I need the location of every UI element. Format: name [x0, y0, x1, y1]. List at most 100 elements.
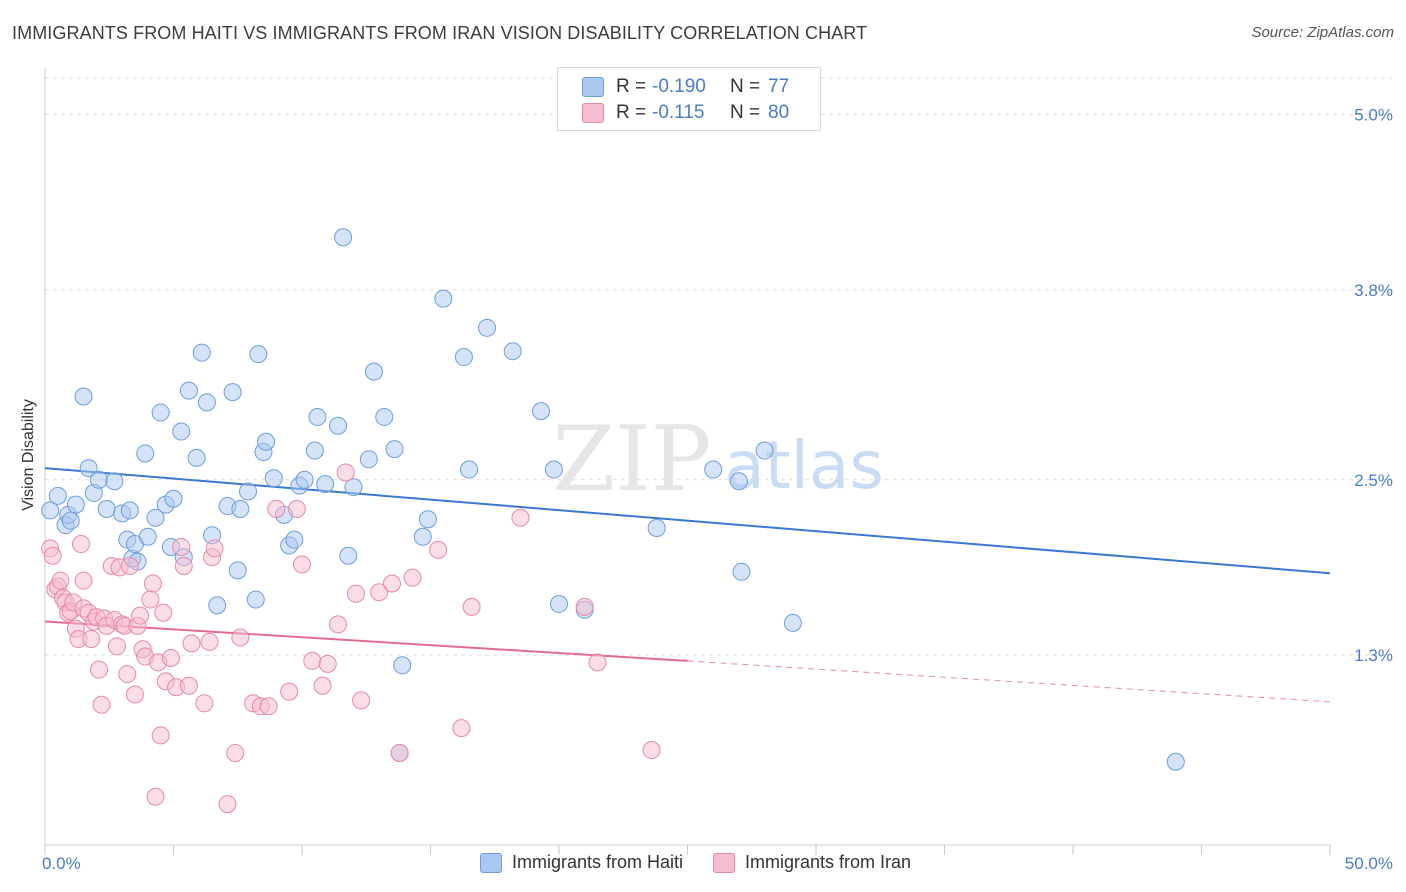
- point-iran: [131, 606, 150, 625]
- point-haiti: [704, 460, 723, 479]
- chart-title: IMMIGRANTS FROM HAITI VS IMMIGRANTS FROM…: [12, 23, 868, 43]
- point-haiti: [146, 508, 165, 527]
- point-haiti: [136, 444, 155, 463]
- point-haiti: [375, 407, 394, 426]
- point-iran: [293, 555, 311, 574]
- point-haiti: [231, 499, 250, 518]
- trend-line-haiti: [44, 467, 1331, 575]
- legend-item-haiti[interactable]: Immigrants from Haiti: [480, 852, 683, 873]
- point-iran: [51, 571, 70, 590]
- point-iran: [71, 535, 90, 554]
- point-haiti: [164, 489, 183, 508]
- point-haiti: [105, 472, 124, 491]
- watermark-zip: ZIP: [553, 407, 712, 512]
- point-haiti: [1166, 752, 1185, 771]
- point-haiti: [179, 381, 198, 400]
- point-iran: [92, 695, 111, 714]
- point-haiti: [359, 450, 378, 469]
- data-points: [41, 228, 1185, 814]
- point-iran: [82, 630, 101, 649]
- point-haiti: [74, 387, 93, 406]
- point-haiti: [305, 441, 324, 460]
- point-haiti: [223, 383, 242, 402]
- point-haiti: [79, 459, 98, 478]
- point-haiti: [120, 501, 139, 520]
- point-haiti: [334, 228, 353, 247]
- point-haiti: [89, 470, 108, 489]
- legend-n-label: N =: [730, 102, 761, 123]
- point-iran: [161, 648, 180, 667]
- point-haiti: [364, 362, 383, 381]
- point-iran: [182, 634, 201, 653]
- point-iran: [154, 603, 173, 622]
- point-iran: [146, 787, 165, 806]
- point-haiti: [418, 510, 437, 529]
- point-iran: [588, 653, 607, 672]
- point-haiti: [239, 482, 258, 501]
- point-haiti: [434, 289, 453, 308]
- legend-r-label: R =: [616, 76, 647, 97]
- point-iran: [120, 556, 139, 575]
- point-iran: [226, 743, 245, 762]
- point-haiti: [308, 407, 327, 426]
- stats-legend: R = -0.190 N = 77 R = -0.115 N = 80: [557, 67, 821, 131]
- x-tick-label-max: 50.0%: [1345, 854, 1393, 873]
- point-iran: [280, 682, 299, 701]
- y-axis-label: Vision Disability: [20, 399, 37, 511]
- point-haiti: [138, 527, 157, 546]
- legend-n-value-iran: 80: [768, 102, 790, 123]
- point-haiti: [48, 486, 67, 505]
- point-haiti: [550, 594, 568, 613]
- point-iran: [174, 556, 193, 575]
- point-haiti: [208, 596, 227, 615]
- point-haiti: [257, 432, 276, 451]
- point-iran: [179, 676, 198, 695]
- point-iran: [642, 741, 661, 760]
- point-iran: [370, 583, 389, 602]
- x-tick-labels: 0.0% 50.0%: [42, 854, 1393, 873]
- point-haiti: [732, 562, 751, 581]
- axes: [44, 68, 1331, 855]
- y-tick-label: 2.5%: [1354, 471, 1393, 490]
- trend-line-iran: [44, 620, 688, 662]
- point-iran: [231, 628, 250, 647]
- point-haiti: [151, 403, 170, 422]
- y-tick-label: 1.3%: [1354, 646, 1393, 665]
- point-iran: [259, 697, 278, 716]
- watermark: ZIP atlas: [553, 407, 884, 512]
- point-haiti: [328, 416, 347, 435]
- point-iran: [107, 637, 126, 656]
- point-haiti: [228, 561, 247, 580]
- point-iran: [125, 685, 144, 704]
- point-iran: [287, 499, 306, 518]
- point-iran: [267, 499, 286, 518]
- trend-lines: [44, 467, 1331, 703]
- point-iran: [429, 540, 448, 559]
- point-iran: [575, 597, 594, 616]
- point-haiti: [172, 422, 191, 441]
- point-iran: [318, 654, 337, 673]
- point-haiti: [66, 495, 85, 514]
- legend-r-value-iran: -0.115: [652, 102, 705, 123]
- legend-r-label: R =: [616, 102, 647, 123]
- point-iran: [352, 691, 371, 710]
- x-tick-label-min: 0.0%: [42, 854, 81, 873]
- point-haiti: [295, 470, 314, 489]
- legend-swatch-iran: [713, 852, 736, 873]
- legend-swatch-haiti: [582, 77, 604, 97]
- point-haiti: [187, 448, 206, 467]
- point-haiti: [413, 527, 432, 546]
- legend-item-iran[interactable]: Immigrants from Iran: [713, 852, 911, 873]
- point-haiti: [532, 402, 551, 421]
- watermark-atlas: atlas: [724, 427, 884, 504]
- trend-line-iran-extension: [687, 660, 1331, 703]
- legend-row-haiti: R = -0.190 N = 77: [582, 75, 789, 99]
- point-haiti: [503, 342, 522, 361]
- point-iran: [303, 651, 322, 670]
- legend-swatch-iran: [582, 103, 604, 123]
- point-iran: [390, 743, 409, 762]
- point-haiti: [339, 546, 358, 565]
- point-haiti: [393, 656, 412, 675]
- point-iran: [89, 660, 108, 679]
